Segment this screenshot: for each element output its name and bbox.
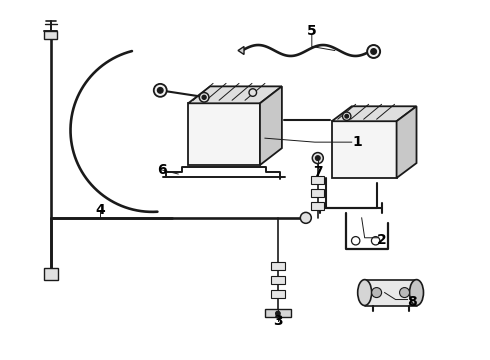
Circle shape (399, 288, 410, 298)
Bar (271, 262, 285, 270)
Text: 4: 4 (96, 203, 105, 217)
Bar (44, 268, 57, 280)
Circle shape (316, 156, 320, 160)
Text: 2: 2 (377, 233, 387, 247)
Bar (365, 280, 416, 306)
Circle shape (249, 89, 257, 96)
Bar (271, 276, 285, 284)
Bar (311, 176, 324, 184)
Polygon shape (188, 103, 260, 165)
Circle shape (199, 93, 209, 102)
Ellipse shape (410, 280, 423, 306)
Circle shape (202, 95, 206, 99)
Polygon shape (332, 106, 416, 121)
Circle shape (276, 311, 280, 316)
Polygon shape (260, 86, 282, 165)
Polygon shape (332, 121, 396, 178)
Polygon shape (188, 86, 282, 103)
Circle shape (351, 237, 360, 245)
Circle shape (343, 112, 351, 121)
Circle shape (371, 288, 382, 298)
Bar (271, 289, 285, 298)
Text: 7: 7 (313, 165, 322, 179)
Circle shape (345, 114, 348, 118)
Text: 8: 8 (407, 294, 416, 309)
Circle shape (157, 87, 163, 93)
Text: 1: 1 (353, 135, 363, 149)
Polygon shape (238, 46, 244, 54)
Circle shape (371, 49, 376, 54)
Text: 6: 6 (157, 163, 167, 177)
Bar (311, 189, 324, 197)
Circle shape (300, 212, 311, 223)
Bar (44, 31, 57, 39)
Circle shape (367, 45, 380, 58)
Text: 5: 5 (307, 23, 317, 37)
Circle shape (312, 153, 323, 163)
Circle shape (154, 84, 167, 97)
Bar (265, 310, 291, 318)
Text: 3: 3 (273, 314, 283, 328)
Circle shape (371, 237, 380, 245)
Ellipse shape (358, 280, 371, 306)
Polygon shape (396, 106, 416, 178)
Bar (311, 202, 324, 210)
